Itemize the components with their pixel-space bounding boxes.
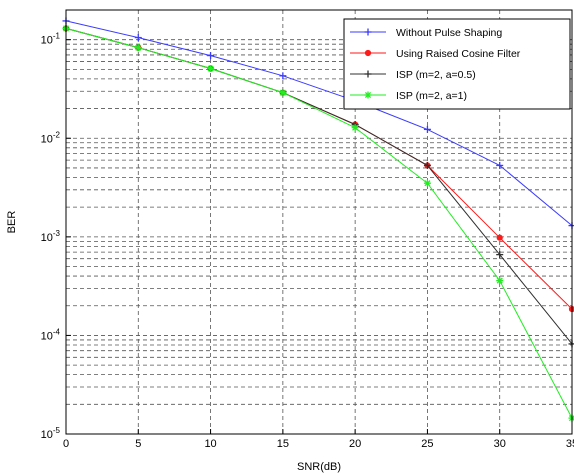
data-point xyxy=(496,251,504,259)
x-tick-label: 0 xyxy=(63,438,69,450)
data-point xyxy=(496,234,503,241)
x-tick-label: 25 xyxy=(421,438,433,450)
data-point xyxy=(207,52,215,60)
series-line xyxy=(65,27,573,419)
x-tick-label: 15 xyxy=(277,438,289,450)
marker-stroke xyxy=(207,65,214,72)
legend-label: Using Raised Cosine Filter xyxy=(396,48,521,60)
y-tick-label: 10-3 xyxy=(41,229,61,244)
y-tick-label: 10-2 xyxy=(41,130,61,145)
x-axis-ticks: 0 5 10 15 20 25 30 35 xyxy=(63,429,574,450)
marker-stroke xyxy=(135,44,142,51)
data-point xyxy=(423,161,431,169)
y-tick-label: 10-4 xyxy=(41,327,61,342)
data-point xyxy=(134,44,142,52)
y-tick-label: 10-1 xyxy=(41,32,61,47)
data-point xyxy=(351,124,359,132)
marker-stroke xyxy=(364,91,372,99)
data-point xyxy=(279,89,287,97)
legend-label: ISP (m=2, a=0.5) xyxy=(396,69,476,81)
series-layer xyxy=(62,17,574,422)
series-line xyxy=(65,20,573,226)
data-point xyxy=(496,277,504,285)
data-point xyxy=(364,91,372,99)
marker-stroke xyxy=(279,89,286,96)
data-point xyxy=(207,65,215,73)
data-point xyxy=(423,125,431,133)
marker-stroke xyxy=(496,277,503,284)
data-point xyxy=(134,34,142,42)
legend-item: Using Raised Cosine Filter xyxy=(350,48,521,60)
data-point xyxy=(496,161,504,169)
data-point xyxy=(364,70,372,78)
data-point xyxy=(423,179,431,187)
data-point xyxy=(364,49,372,57)
x-tick-label: 30 xyxy=(494,438,506,450)
x-tick-label: 5 xyxy=(135,438,141,450)
legend-box xyxy=(343,18,571,110)
marker-stroke xyxy=(424,180,431,187)
x-tick-label: 10 xyxy=(204,438,216,450)
x-tick-label: 35 xyxy=(566,438,574,450)
legend-label: Without Pulse Shaping xyxy=(396,27,502,39)
legend-item: ISP (m=2, a=1) xyxy=(350,90,467,102)
legend-item: Without Pulse Shaping xyxy=(350,27,502,39)
data-point xyxy=(364,28,372,36)
y-axis-title: BER xyxy=(6,211,18,234)
x-tick-label: 20 xyxy=(349,438,361,450)
legend-label: ISP (m=2, a=1) xyxy=(396,90,467,102)
plot-frame xyxy=(65,9,573,435)
x-axis-title: SNR(dB) xyxy=(297,461,341,473)
marker-stroke xyxy=(352,124,359,131)
legend: Without Pulse Shaping Using Raised Cosine… xyxy=(343,18,571,110)
legend-item: ISP (m=2, a=0.5) xyxy=(350,69,476,81)
y-tick-label: 10-5 xyxy=(41,426,61,441)
y-axis-ticks: 10-5 10-4 10-3 10-2 10-1 xyxy=(41,32,71,441)
data-point xyxy=(279,72,287,80)
